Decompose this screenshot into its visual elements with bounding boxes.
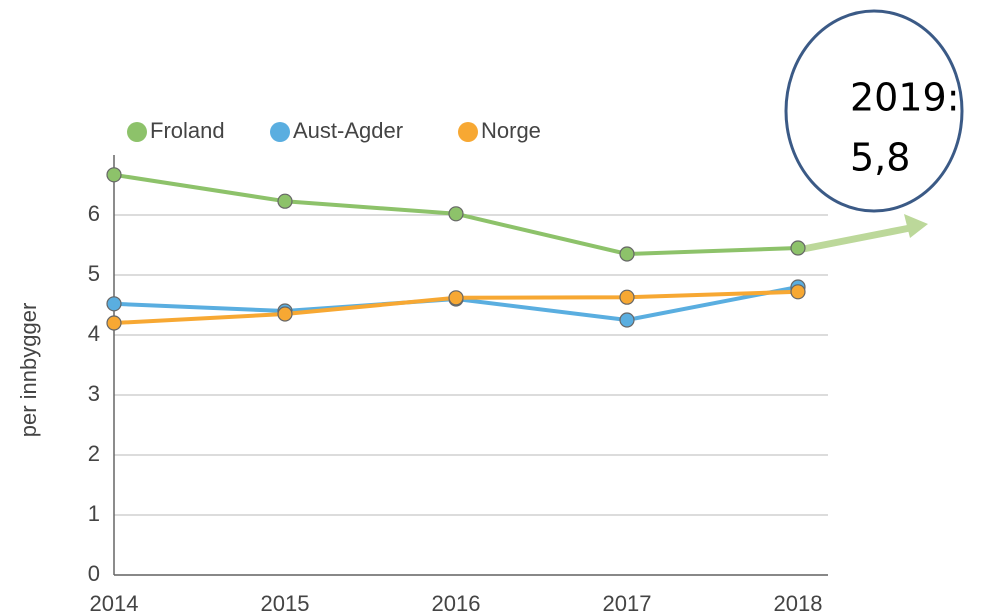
- data-point: [448, 206, 464, 222]
- data-point: [106, 167, 122, 183]
- legend-label: Norge: [481, 118, 541, 143]
- grid: [114, 214, 828, 576]
- data-point: [277, 306, 293, 322]
- data-point: [619, 246, 635, 262]
- y-axis-label: per innbygger: [16, 303, 41, 438]
- data-point: [106, 315, 122, 331]
- trend-arrow-head: [904, 214, 928, 238]
- trend-arrow: [797, 224, 911, 254]
- legend-marker: [270, 122, 290, 142]
- legend-marker: [458, 122, 478, 142]
- y-tick-label: 2: [88, 441, 100, 466]
- data-point: [277, 193, 293, 209]
- data-point: [106, 296, 122, 312]
- callout: [784, 9, 964, 213]
- y-tick-label: 0: [88, 561, 100, 586]
- y-tick-label: 1: [88, 501, 100, 526]
- callout-text: 2019:: [850, 76, 960, 120]
- y-tick-label: 6: [88, 201, 100, 226]
- legend-label: Aust-Agder: [293, 118, 403, 143]
- y-tick-label: 3: [88, 381, 100, 406]
- legend-marker: [127, 122, 147, 142]
- x-tick-label: 2016: [432, 591, 481, 616]
- y-tick-label: 5: [88, 261, 100, 286]
- legend-label: Froland: [150, 118, 225, 143]
- x-tick-label: 2015: [261, 591, 310, 616]
- data-point: [619, 312, 635, 328]
- data-point: [790, 284, 806, 300]
- x-tick-label: 2017: [603, 591, 652, 616]
- data-point: [790, 240, 806, 256]
- x-tick-label: 2014: [90, 591, 139, 616]
- data-point: [448, 290, 464, 306]
- y-tick-label: 4: [88, 321, 100, 346]
- callout-text: 5,8: [850, 136, 910, 180]
- x-tick-label: 2018: [774, 591, 823, 616]
- data-point: [619, 289, 635, 305]
